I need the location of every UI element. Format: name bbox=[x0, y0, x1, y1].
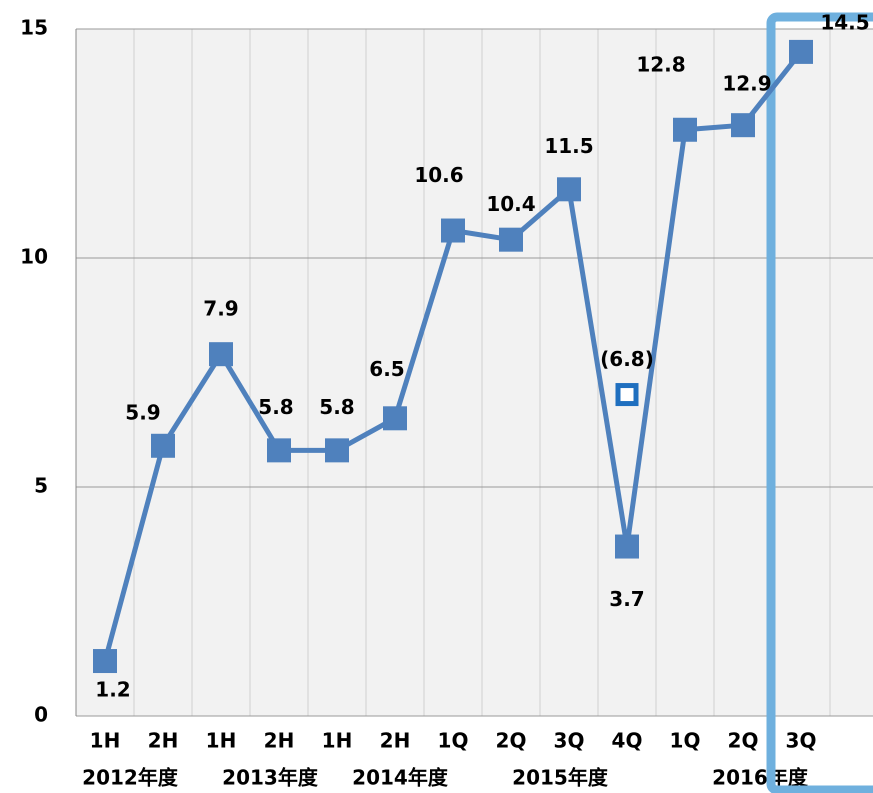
marker bbox=[615, 534, 639, 559]
data-label: 1.2 bbox=[95, 678, 130, 702]
marker bbox=[267, 438, 291, 463]
data-label: 5.8 bbox=[319, 395, 354, 419]
group-label: 2012年度 bbox=[82, 766, 179, 790]
y-tick-label: 10 bbox=[20, 245, 48, 269]
marker bbox=[151, 433, 175, 458]
x-tick-label: 1H bbox=[322, 729, 353, 753]
x-tick-label: 4Q bbox=[612, 729, 643, 753]
data-label: 5.8 bbox=[258, 395, 293, 419]
data-label: 11.5 bbox=[544, 134, 593, 158]
x-tick-label: 2H bbox=[148, 729, 179, 753]
x-tick-label: 2Q bbox=[496, 729, 527, 753]
data-label: 3.7 bbox=[609, 587, 644, 611]
marker bbox=[499, 227, 523, 252]
y-tick-label: 15 bbox=[20, 16, 48, 40]
data-label: 7.9 bbox=[203, 297, 238, 321]
marker bbox=[209, 342, 233, 367]
annotation-label: (6.8) bbox=[600, 347, 654, 371]
x-tick-label: 3Q bbox=[786, 729, 817, 753]
x-tick-label: 2Q bbox=[728, 729, 759, 753]
y-tick-label: 5 bbox=[34, 474, 48, 498]
data-label: 6.5 bbox=[369, 357, 404, 381]
group-label: 2013年度 bbox=[222, 766, 319, 790]
group-label: 2015年度 bbox=[512, 766, 609, 790]
marker bbox=[673, 117, 697, 142]
y-tick-label: 0 bbox=[34, 703, 48, 727]
data-label: 12.8 bbox=[636, 52, 685, 76]
marker bbox=[557, 177, 581, 202]
marker bbox=[325, 438, 349, 463]
highlight-box bbox=[766, 12, 873, 793]
x-tick-label: 1H bbox=[90, 729, 121, 753]
data-label: 10.6 bbox=[414, 163, 463, 187]
marker bbox=[441, 218, 465, 243]
data-label: 14.5 bbox=[820, 10, 869, 34]
x-tick-label: 1Q bbox=[438, 729, 469, 753]
marker bbox=[789, 39, 813, 64]
marker bbox=[731, 113, 755, 138]
data-label: 5.9 bbox=[125, 400, 160, 424]
marker bbox=[383, 406, 407, 431]
data-label: 12.9 bbox=[722, 72, 771, 96]
x-tick-label: 2H bbox=[380, 729, 411, 753]
marker bbox=[93, 649, 117, 674]
group-label: 2014年度 bbox=[352, 766, 449, 790]
x-tick-label: 1Q bbox=[670, 729, 701, 753]
annotation-marker bbox=[615, 383, 639, 407]
x-tick-label: 3Q bbox=[554, 729, 585, 753]
x-tick-label: 1H bbox=[206, 729, 237, 753]
data-label: 10.4 bbox=[486, 192, 535, 216]
x-tick-label: 2H bbox=[264, 729, 295, 753]
